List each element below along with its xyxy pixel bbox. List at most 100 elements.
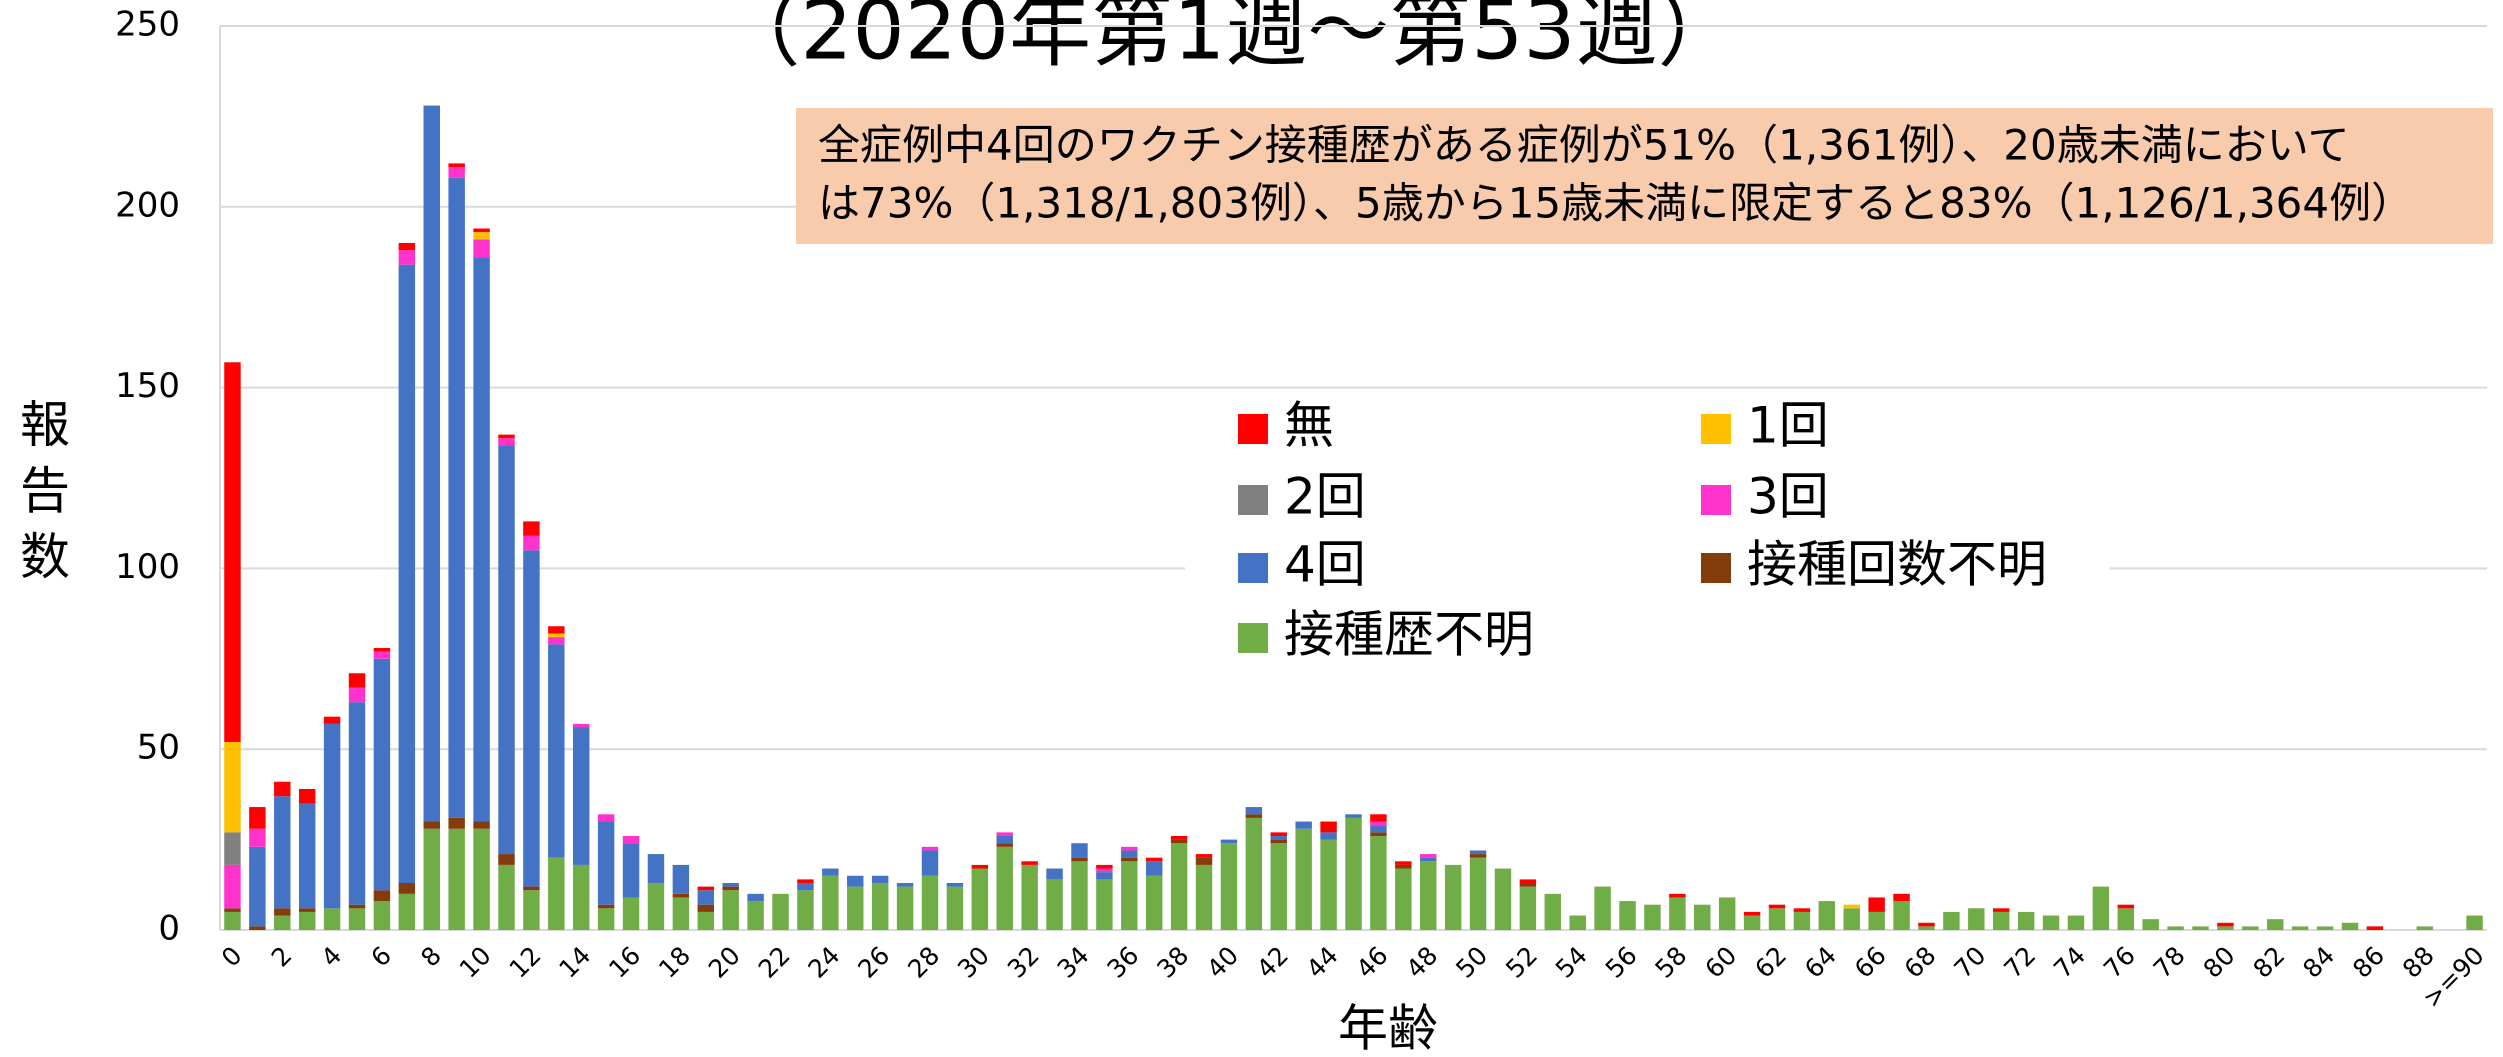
legend-swatch bbox=[1701, 553, 1731, 583]
x-tick-label: 76 bbox=[2098, 941, 2141, 984]
bar-segment bbox=[1893, 901, 1910, 930]
bar-segment bbox=[1718, 897, 1736, 930]
bar-segment bbox=[1420, 861, 1437, 930]
bar-segment bbox=[1021, 861, 1038, 865]
x-tick-label: 52 bbox=[1500, 941, 1543, 984]
x-tick-label: 64 bbox=[1799, 941, 1842, 984]
bar-segment bbox=[797, 890, 814, 930]
bar-segment bbox=[1793, 911, 1811, 930]
bar-segment bbox=[473, 828, 490, 930]
bar-segment bbox=[1170, 843, 1188, 930]
bar-segment bbox=[1469, 850, 1487, 855]
bar-segment bbox=[946, 886, 964, 930]
bar-segment bbox=[847, 875, 864, 887]
bar-segment bbox=[348, 687, 366, 703]
bar-segment bbox=[1992, 908, 2010, 912]
bar-segment bbox=[2167, 926, 2184, 930]
bar-segment bbox=[398, 264, 416, 883]
x-tick-label: 44 bbox=[1301, 941, 1344, 984]
bar-segment bbox=[498, 438, 515, 446]
y-tick-label: 0 bbox=[158, 909, 180, 949]
bar-segment bbox=[1096, 879, 1113, 930]
legend-label: 1回 bbox=[1747, 397, 1829, 455]
bar-segment bbox=[498, 434, 515, 439]
bar-segment bbox=[1918, 926, 1935, 930]
bar-segment bbox=[1370, 814, 1387, 822]
bar-segment bbox=[1420, 854, 1437, 858]
bar-segment bbox=[2117, 904, 2134, 909]
bar-segment bbox=[224, 362, 241, 742]
bar-segment bbox=[573, 723, 590, 728]
bar-segment bbox=[1046, 879, 1063, 930]
bar-segment bbox=[1370, 835, 1387, 930]
chart-title: （2020年第1週〜第53週） bbox=[718, 0, 1739, 78]
bar-segment bbox=[249, 807, 266, 829]
x-tick-label: 82 bbox=[2247, 941, 2290, 984]
legend-label: 接種歴不明 bbox=[1284, 606, 1534, 664]
bar-segment bbox=[1868, 897, 1885, 912]
x-tick-label: 6 bbox=[365, 941, 397, 973]
bar-segment bbox=[573, 864, 590, 930]
x-tick-label: 70 bbox=[1948, 941, 1991, 984]
bar-segment bbox=[2017, 911, 2035, 930]
x-tick-label: 56 bbox=[1600, 941, 1643, 984]
x-tick-label: 30 bbox=[952, 941, 995, 984]
bar-segment bbox=[996, 846, 1013, 930]
bar-segment bbox=[1270, 843, 1287, 930]
bar-segment bbox=[224, 832, 241, 865]
bar-segment bbox=[498, 854, 515, 865]
x-tick-label: 58 bbox=[1650, 941, 1693, 984]
bar-segment bbox=[348, 673, 366, 688]
bar-segment bbox=[224, 908, 241, 912]
bar-segment bbox=[1345, 817, 1362, 930]
bar-segment bbox=[1395, 868, 1412, 930]
bar-segment bbox=[423, 105, 440, 822]
bar-segment bbox=[1370, 832, 1387, 836]
bar-segment bbox=[1270, 832, 1287, 836]
bar-segment bbox=[2291, 926, 2309, 930]
bar-segment bbox=[274, 915, 291, 930]
bar-segment bbox=[1320, 839, 1337, 930]
bar-segment bbox=[1669, 893, 1686, 898]
x-tick-label: 18 bbox=[653, 941, 696, 984]
bar-segment bbox=[722, 890, 739, 930]
legend-label: 4回 bbox=[1284, 536, 1366, 594]
bar-segment bbox=[1195, 857, 1213, 865]
bar-segment bbox=[1096, 868, 1113, 873]
x-axis-label: 年齢 bbox=[1338, 1000, 1438, 1057]
bar-segment bbox=[1395, 864, 1412, 869]
bar-segment bbox=[1519, 879, 1537, 883]
bar-segment bbox=[1071, 857, 1088, 862]
bar-segment bbox=[1843, 904, 1860, 909]
bar-segment bbox=[1818, 901, 1836, 930]
bar-segment bbox=[896, 882, 914, 887]
bar-segment bbox=[797, 879, 814, 883]
bar-segment bbox=[996, 843, 1013, 847]
bar-segment bbox=[2217, 926, 2234, 930]
bar-segment bbox=[2242, 926, 2259, 930]
bar-segment bbox=[1220, 839, 1238, 844]
bar-segment bbox=[1494, 868, 1512, 930]
bar-segment bbox=[2341, 922, 2359, 930]
bar-segment bbox=[1170, 835, 1188, 840]
bar-segment bbox=[1594, 886, 1611, 930]
x-tick-label: 10 bbox=[454, 941, 497, 984]
bar-segment bbox=[1145, 875, 1163, 930]
bar-segment bbox=[1420, 857, 1437, 862]
bar-segment bbox=[622, 843, 640, 898]
bar-segment bbox=[1096, 872, 1113, 880]
bar-segment bbox=[2316, 926, 2334, 930]
bar-segment bbox=[224, 911, 241, 930]
y-tick-label: 200 bbox=[115, 185, 180, 225]
bar-segment bbox=[398, 250, 416, 265]
bar-segment bbox=[1444, 864, 1462, 930]
x-tick-label: 28 bbox=[902, 941, 945, 984]
bar-segment bbox=[1195, 864, 1213, 930]
bar-segment bbox=[373, 658, 391, 891]
bar-segment bbox=[921, 850, 939, 876]
x-tick-label: 22 bbox=[753, 941, 796, 984]
x-tick-label: 24 bbox=[803, 941, 846, 984]
bar-segment bbox=[2067, 915, 2085, 930]
bar-segment bbox=[1544, 893, 1562, 930]
legend-swatch bbox=[1238, 485, 1268, 515]
